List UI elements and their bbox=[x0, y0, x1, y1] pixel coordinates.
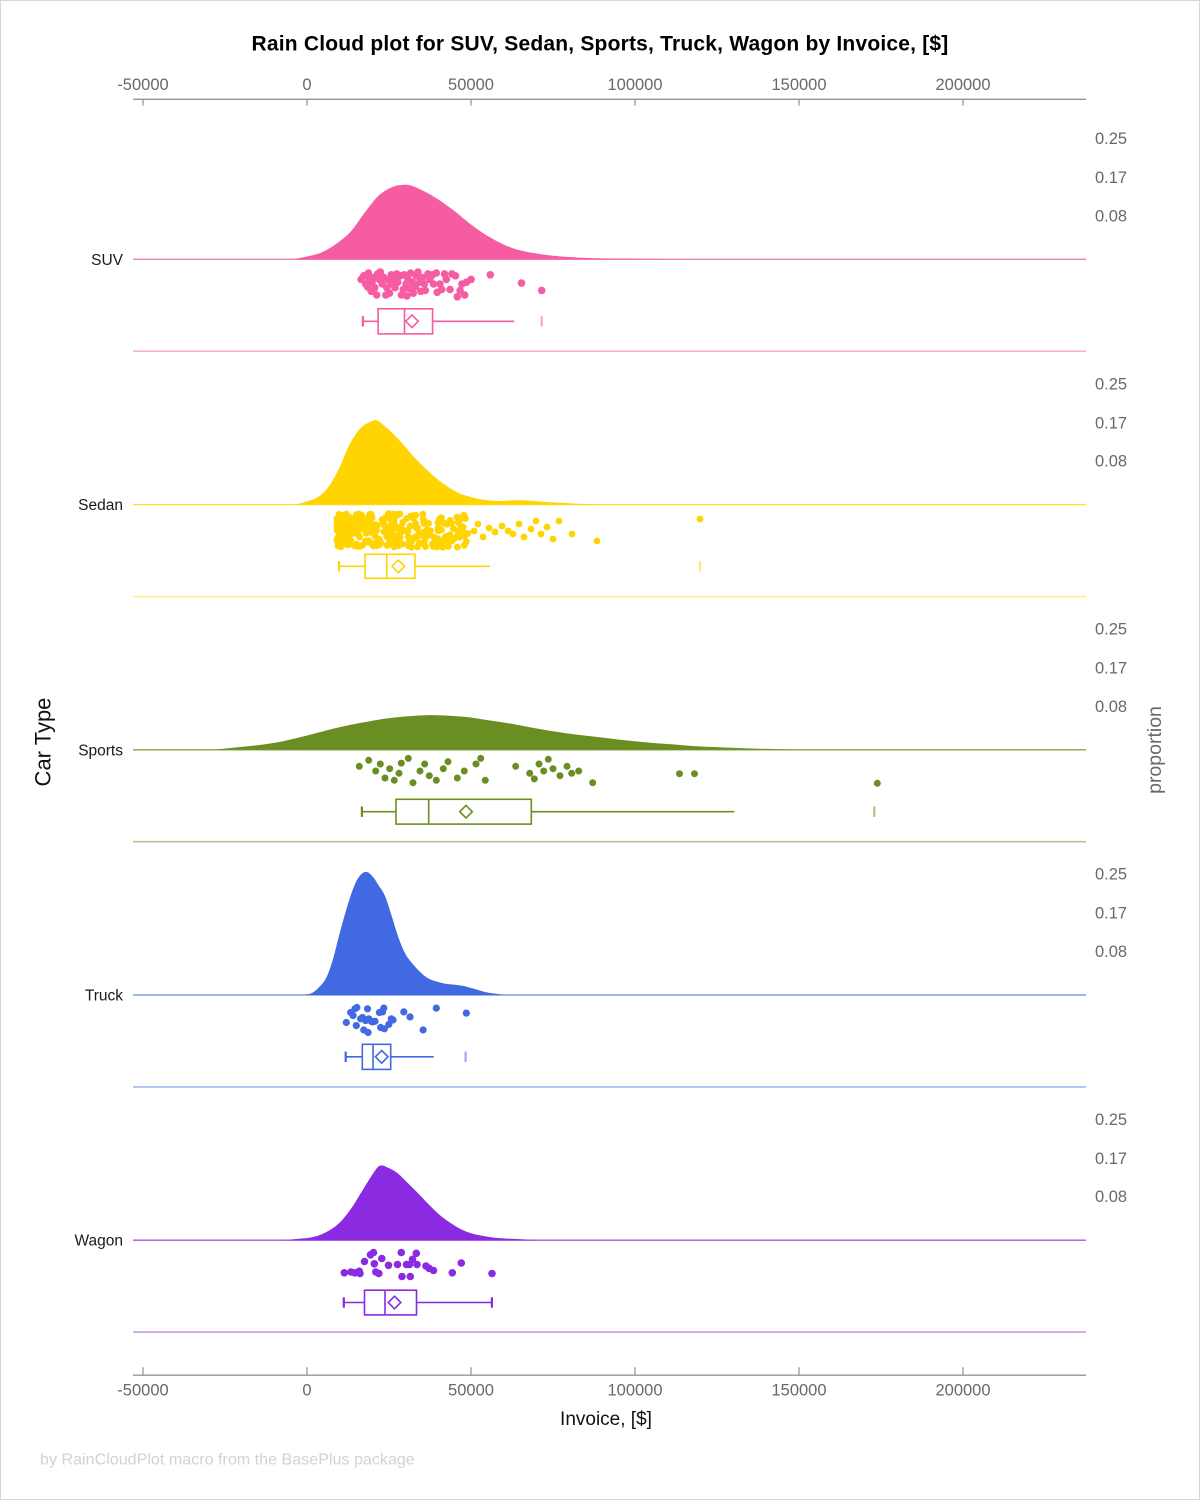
svg-text:SUV: SUV bbox=[91, 252, 124, 269]
svg-text:-50000: -50000 bbox=[117, 76, 168, 94]
svg-text:0.17: 0.17 bbox=[1095, 1150, 1127, 1168]
svg-text:0.08: 0.08 bbox=[1095, 453, 1127, 471]
svg-text:150000: 150000 bbox=[771, 76, 826, 94]
svg-text:Sports: Sports bbox=[78, 742, 123, 759]
svg-text:0: 0 bbox=[302, 76, 311, 94]
svg-text:0.25: 0.25 bbox=[1095, 621, 1127, 639]
svg-text:0.08: 0.08 bbox=[1095, 698, 1127, 716]
svg-text:Sedan: Sedan bbox=[78, 497, 123, 514]
svg-text:150000: 150000 bbox=[771, 1382, 826, 1400]
svg-text:200000: 200000 bbox=[935, 76, 990, 94]
svg-text:by RainCloudPlot macro from th: by RainCloudPlot macro from the BasePlus… bbox=[40, 1451, 415, 1469]
svg-text:-50000: -50000 bbox=[117, 1382, 168, 1400]
svg-text:proportion: proportion bbox=[1144, 706, 1166, 794]
svg-text:Invoice, [$]: Invoice, [$] bbox=[560, 1409, 652, 1430]
svg-text:200000: 200000 bbox=[935, 1382, 990, 1400]
svg-text:100000: 100000 bbox=[607, 1382, 662, 1400]
svg-text:Rain Cloud plot for SUV, Sedan: Rain Cloud plot for SUV, Sedan, Sports, … bbox=[252, 33, 949, 56]
svg-text:Truck: Truck bbox=[85, 988, 123, 1005]
svg-text:50000: 50000 bbox=[448, 1382, 494, 1400]
svg-text:Car Type: Car Type bbox=[31, 698, 56, 787]
svg-text:0.08: 0.08 bbox=[1095, 1188, 1127, 1206]
svg-text:0.25: 0.25 bbox=[1095, 375, 1127, 393]
svg-text:0.17: 0.17 bbox=[1095, 660, 1127, 678]
svg-text:100000: 100000 bbox=[607, 76, 662, 94]
svg-text:50000: 50000 bbox=[448, 76, 494, 94]
svg-text:0.25: 0.25 bbox=[1095, 130, 1127, 148]
svg-text:Wagon: Wagon bbox=[74, 1233, 123, 1250]
svg-text:0: 0 bbox=[302, 1382, 311, 1400]
svg-text:0.17: 0.17 bbox=[1095, 414, 1127, 432]
svg-text:0.25: 0.25 bbox=[1095, 866, 1127, 884]
svg-text:0.08: 0.08 bbox=[1095, 207, 1127, 225]
svg-text:0.25: 0.25 bbox=[1095, 1111, 1127, 1129]
svg-text:0.08: 0.08 bbox=[1095, 943, 1127, 961]
svg-text:0.17: 0.17 bbox=[1095, 905, 1127, 923]
svg-text:0.17: 0.17 bbox=[1095, 169, 1127, 187]
